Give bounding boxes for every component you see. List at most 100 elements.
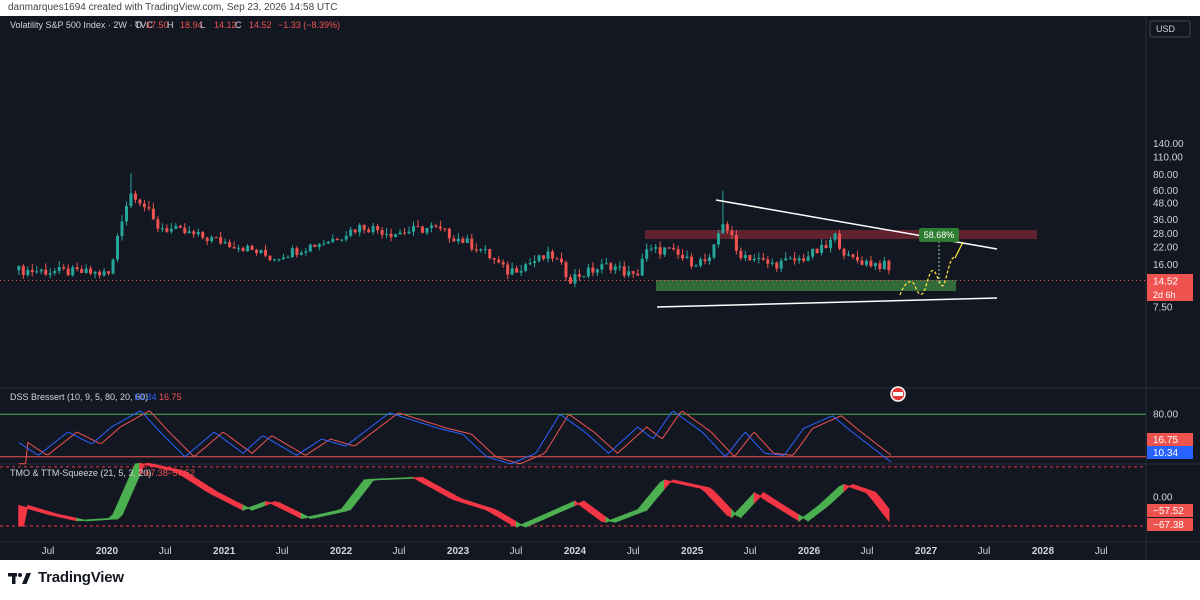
candle-body — [358, 224, 362, 233]
ohlc-header-part-6: C — [235, 20, 242, 30]
tmo-ribbon-segment — [538, 514, 545, 522]
price-tick-label-11: 7.50 — [1153, 303, 1173, 314]
candle-body — [250, 245, 254, 250]
candle-body — [456, 238, 460, 242]
tmo-ribbon-segment — [22, 505, 29, 527]
candle-body — [788, 258, 792, 260]
price-tick-label-7: 22.00 — [1153, 242, 1178, 253]
ohlc-header-part-8: −1.33 (−8.39%) — [278, 20, 340, 30]
tmo-ribbon-segment — [202, 481, 208, 493]
tmo-ribbon-segment — [610, 517, 616, 523]
candle-body — [766, 259, 770, 264]
tmo-ribbon-segment — [829, 489, 836, 505]
candle-body — [53, 271, 57, 274]
tmo-ribbon-segment — [856, 485, 863, 492]
tmo-ribbon-segment — [197, 479, 204, 490]
tmo-ribbon-segment — [148, 462, 154, 468]
tmo-ribbon-segment — [90, 518, 96, 522]
footer-brand: TradingView — [38, 569, 124, 586]
tmo-ribbon-segment — [704, 486, 711, 498]
tmo-ribbon-segment — [246, 505, 253, 511]
tmo-ribbon-segment — [67, 515, 74, 521]
candle-body — [474, 249, 478, 251]
candle-body — [506, 264, 510, 275]
candle-body — [824, 244, 828, 249]
tmo-ribbon-segment — [847, 483, 854, 489]
tmo-ribbon-segment — [717, 494, 724, 512]
tmo-ribbon-segment — [664, 479, 670, 490]
tmo-ribbon-segment — [650, 486, 657, 507]
currency-label: USD — [1156, 24, 1176, 34]
candle-body — [187, 231, 191, 234]
tmo-ribbon-segment — [596, 510, 603, 523]
price-tick-label-2: 80.00 — [1153, 170, 1178, 181]
candle-body — [752, 258, 756, 261]
tmo-ribbon-segment — [81, 518, 87, 522]
tmo-ribbon-segment — [547, 510, 554, 519]
tmo-legend-title: TMO & TTM-Squeeze (21, 5, 3, 20) — [10, 468, 151, 478]
countdown-label: 2d 6h — [1153, 290, 1176, 300]
candle-body — [627, 271, 631, 276]
candle-body — [35, 271, 39, 273]
tmo-ribbon-segment — [812, 505, 818, 519]
candle-body — [739, 250, 743, 259]
candle-body — [510, 268, 514, 275]
candle-body — [564, 262, 568, 278]
tmo-ribbon-segment — [211, 487, 217, 498]
candle-body — [461, 238, 465, 243]
tmo-ribbon-segment — [399, 477, 406, 480]
candle-body — [367, 229, 371, 233]
candle-body — [479, 249, 483, 251]
candle-body — [443, 228, 447, 230]
candle-body — [228, 242, 232, 248]
tmo-ribbon-segment — [735, 505, 742, 519]
candle-body — [559, 258, 563, 263]
tmo-ribbon-segment — [255, 502, 262, 510]
candle-body — [268, 255, 272, 260]
tmo-ribbon-segment — [305, 515, 311, 520]
candle-body — [658, 247, 662, 255]
candle-body — [89, 268, 93, 274]
tmo-ribbon-segment — [426, 479, 433, 489]
candle-body — [793, 258, 797, 261]
tmo-ribbon-segment — [484, 505, 491, 513]
countdown-badge — [1147, 288, 1193, 301]
tmo-ribbon-segment — [816, 501, 823, 516]
time-axis-label-13: 2026 — [798, 546, 821, 557]
candle-body — [326, 241, 330, 244]
tmo-ribbon-segment — [780, 503, 787, 514]
tmo-ribbon-segment — [865, 488, 872, 500]
candle-body — [842, 248, 846, 256]
candle-body — [394, 234, 398, 237]
candle-body — [465, 238, 469, 243]
candle-body — [847, 254, 851, 256]
tmo-ribbon-segment — [708, 486, 715, 503]
tmo-ribbon-segment — [229, 497, 235, 507]
tmo-ribbon-segment — [623, 512, 630, 520]
time-axis-label-10: Jul — [627, 546, 640, 557]
candle-body — [196, 231, 200, 235]
ohlc-header-part-3: 18.94 — [180, 20, 203, 30]
time-axis-label-9: 2024 — [564, 546, 587, 557]
tmo-ribbon-segment — [354, 484, 361, 506]
time-axis-label-14: Jul — [861, 546, 874, 557]
candle-body — [470, 238, 474, 250]
time-axis-label-18: Jul — [1095, 546, 1108, 557]
candle-body — [712, 244, 716, 258]
candle-body — [246, 245, 250, 252]
tmo-ribbon-segment — [215, 490, 222, 500]
tmo-ribbon-segment — [233, 499, 240, 509]
candle-body — [815, 248, 819, 253]
candle-body — [331, 238, 335, 242]
tmo-ribbon-segment — [273, 501, 280, 509]
price-tick-label-5: 36.00 — [1153, 215, 1178, 226]
tmo-ribbon-segment — [601, 513, 607, 523]
ohlc-header-part-1: 17.50 — [146, 20, 169, 30]
candle-body — [734, 234, 738, 251]
candle-body — [528, 263, 532, 265]
tmo-ribbon-segment — [359, 478, 365, 500]
tmo-ribbon-segment — [556, 506, 563, 515]
tmo-ribbon-segment — [412, 476, 419, 482]
percent-label: 58.68% — [924, 230, 955, 240]
candle-body — [151, 208, 155, 220]
